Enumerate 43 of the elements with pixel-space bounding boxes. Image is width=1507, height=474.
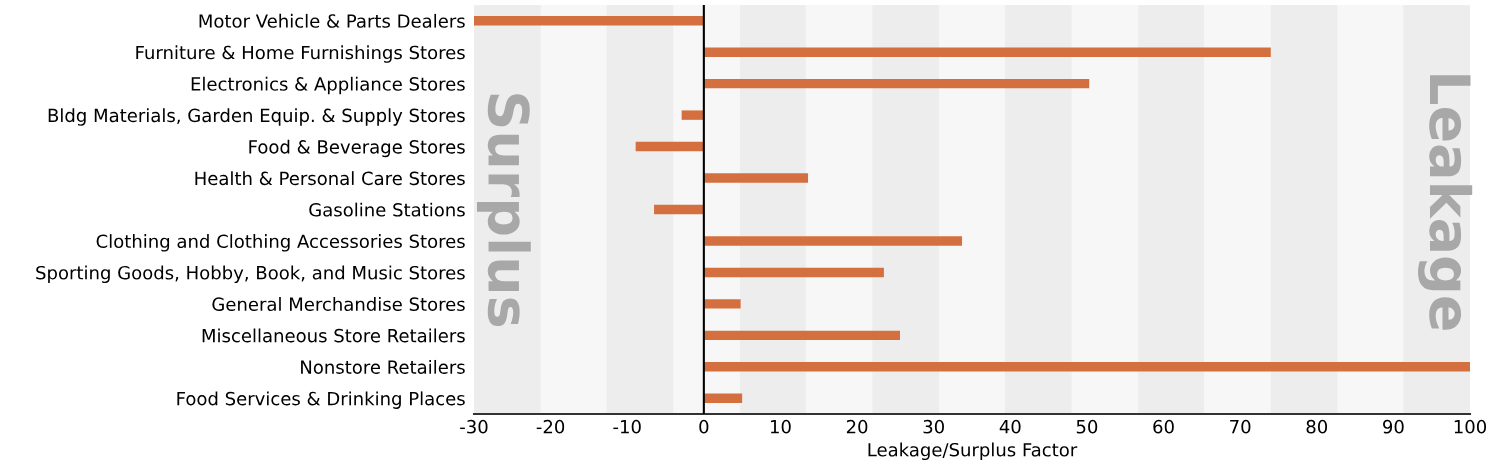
bar [703,393,743,403]
x-tick-label: -30 [460,419,488,434]
bar [703,173,809,183]
bar [703,330,900,341]
x-tick-label: -20 [536,419,565,434]
y-tick-label: Miscellaneous Store Retailers [202,328,465,343]
x-tick-label: 80 [1306,419,1328,434]
x-tick-label: 50 [1076,419,1098,434]
x-tick-label: 30 [923,419,944,434]
x-tick-label: 90 [1383,419,1404,434]
annotation: Surplus [477,94,531,327]
x-tick-label: 70 [1230,419,1251,434]
y-tick-label: Bldg Materials, Garden Equip. & Supply Stores [48,108,465,126]
x-tick-label: 100 [1454,419,1487,434]
y-tick-label: Health & Personal Care Stores [195,171,465,186]
x-axis-title: Leakage/Surplus Factor [868,442,1078,461]
bar [703,267,884,278]
bar [703,299,741,309]
bar [703,362,1470,372]
y-tick-label: Sporting Goods, Hobby, Book, and Music Stores [36,265,465,284]
x-tick-label: 60 [1153,419,1174,434]
bar [474,16,704,26]
y-tick-label: Clothing and Clothing Accessories Stores [96,234,465,252]
y-tick-label: Food Services & Drinking Places [177,391,465,409]
annotation: Leakage [1418,75,1473,330]
bar [681,110,704,120]
y-tick-label: General Merchandise Stores [212,297,465,311]
bar [703,236,963,246]
x-tick-label: 40 [999,419,1021,434]
x-tick-label: 10 [770,419,791,434]
y-tick-label: Furniture & Home Furnishings Stores [136,45,465,63]
y-tick-label: Motor Vehicle & Parts Dealers [199,13,465,28]
y-tick-label: Food & Beverage Stores [249,139,465,158]
x-tick-label: 0 [699,419,709,434]
bar [703,47,1271,57]
y-tick-label: Nonstore Retailers [301,359,465,374]
x-tick-label: 20 [846,419,868,434]
bar [654,204,704,215]
x-tick-label: -10 [613,419,641,434]
y-tick-label: Electronics & Appliance Stores [191,76,465,95]
y-tick-label: Gasoline Stations [309,202,465,217]
bar [703,78,1090,89]
bar [635,141,704,152]
